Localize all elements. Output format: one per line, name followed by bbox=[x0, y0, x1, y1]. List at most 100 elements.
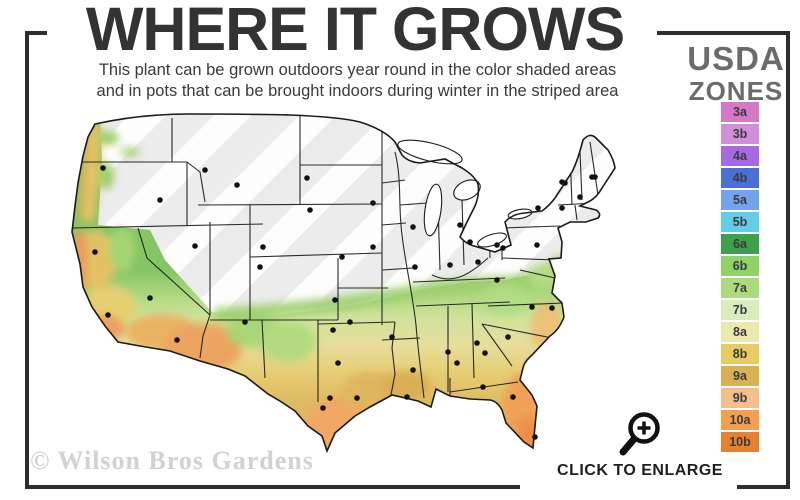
city-dot bbox=[100, 165, 106, 171]
city-dot bbox=[467, 239, 473, 245]
usda-zone-legend: 3a 3b 4a 4b 5a 5b 6a 6b 7a 7b 8a 8b 9a 9b 10a 10b bbox=[721, 102, 759, 454]
zone-swatch-10a: 10a bbox=[721, 410, 759, 430]
appalachian-green bbox=[479, 284, 531, 316]
puget-green bbox=[97, 131, 119, 145]
zone-swatch-5a: 5a bbox=[721, 190, 759, 210]
city-dot bbox=[412, 264, 418, 270]
city-dot bbox=[529, 304, 535, 310]
us-outline-stroke bbox=[71, 113, 616, 454]
great-lakes bbox=[397, 139, 533, 248]
city-dots bbox=[92, 165, 598, 440]
zone-swatch-9a: 9a bbox=[721, 366, 759, 386]
zone-swatch-3b: 3b bbox=[721, 124, 759, 144]
or-valley-green bbox=[98, 162, 114, 190]
zone-swatch-10b: 10b bbox=[721, 432, 759, 452]
city-dot bbox=[174, 337, 180, 343]
city-dot bbox=[304, 175, 310, 181]
lake-erie bbox=[477, 232, 507, 248]
enlarge-label[interactable]: CLICK TO ENLARGE bbox=[557, 462, 723, 479]
zone-swatch-7b: 7b bbox=[721, 300, 759, 320]
city-dot bbox=[404, 394, 410, 400]
zone-swatch-5b: 5b bbox=[721, 212, 759, 232]
city-dot bbox=[534, 242, 540, 248]
city-dot bbox=[260, 244, 266, 250]
socal-coast-orange bbox=[83, 315, 125, 341]
la-gold bbox=[381, 371, 431, 401]
city-dot bbox=[335, 360, 341, 366]
city-dot bbox=[327, 395, 333, 401]
frame-left bbox=[25, 31, 29, 489]
city-dot bbox=[330, 327, 336, 333]
zone-swatch-4b: 4b bbox=[721, 168, 759, 188]
city-dot bbox=[92, 249, 98, 255]
frame-top-left bbox=[25, 31, 47, 35]
city-dot bbox=[202, 167, 208, 173]
city-dot bbox=[592, 174, 598, 180]
city-dot bbox=[192, 243, 198, 249]
city-dot bbox=[475, 259, 481, 265]
city-dot bbox=[157, 197, 163, 203]
legend-title-usda: USDA bbox=[687, 40, 785, 77]
city-dot bbox=[500, 245, 506, 251]
city-dot bbox=[389, 334, 395, 340]
city-dot bbox=[505, 334, 511, 340]
frame-right bbox=[786, 31, 790, 489]
city-dot bbox=[257, 264, 263, 270]
city-dot bbox=[474, 340, 480, 346]
city-dot bbox=[445, 349, 451, 355]
city-dot bbox=[482, 350, 488, 356]
city-dot bbox=[549, 305, 555, 311]
nca-inland-green bbox=[109, 228, 135, 272]
city-dot bbox=[454, 360, 460, 366]
subtitle-line1: This plant can be grown outdoors year ro… bbox=[98, 61, 617, 79]
zone-swatch-9b: 9b bbox=[721, 388, 759, 408]
zone-swatch-4a: 4a bbox=[721, 146, 759, 166]
magnifier-plus-icon[interactable] bbox=[614, 408, 666, 460]
city-dot bbox=[320, 405, 326, 411]
city-dot bbox=[577, 194, 583, 200]
city-dot bbox=[410, 367, 416, 373]
city-dot bbox=[494, 277, 500, 283]
zone-swatch-6a: 6a bbox=[721, 234, 759, 254]
nm-green bbox=[260, 322, 316, 362]
lake-superior bbox=[397, 139, 463, 165]
lake-michigan bbox=[423, 183, 443, 237]
us-zone-map[interactable] bbox=[50, 110, 665, 472]
subtitle: This plant can be grown outdoors year ro… bbox=[55, 60, 660, 102]
city-dot bbox=[339, 254, 345, 260]
city-dot bbox=[234, 182, 240, 188]
click-to-enlarge[interactable]: CLICK TO ENLARGE bbox=[540, 408, 740, 480]
zone-swatch-6b: 6b bbox=[721, 256, 759, 276]
city-dot bbox=[105, 312, 111, 318]
city-dot bbox=[370, 200, 376, 206]
frame-bottom-left bbox=[25, 485, 520, 489]
city-dot bbox=[532, 434, 538, 440]
city-dot bbox=[370, 244, 376, 250]
watermark: © Wilson Bros Gardens bbox=[30, 446, 314, 475]
page-title: WHERE IT GROWS bbox=[85, 0, 625, 63]
frame-bottom-right bbox=[737, 485, 790, 489]
city-dot bbox=[447, 262, 453, 268]
city-dot bbox=[410, 224, 416, 230]
subtitle-line2: and in pots that can be brought indoors … bbox=[96, 82, 619, 100]
wa-cascades-green bbox=[120, 147, 140, 157]
state-borders bbox=[72, 116, 599, 402]
city-dot bbox=[510, 394, 516, 400]
city-dot bbox=[332, 297, 338, 303]
zone-swatch-7a: 7a bbox=[721, 278, 759, 298]
city-dot bbox=[559, 205, 565, 211]
city-dot bbox=[242, 319, 248, 325]
zone-swatch-3a: 3a bbox=[721, 102, 759, 122]
city-dot bbox=[494, 242, 500, 248]
city-dot bbox=[562, 180, 568, 186]
legend-title-zones: ZONES bbox=[688, 76, 784, 106]
frame-top-right bbox=[657, 31, 790, 35]
city-dot bbox=[147, 295, 153, 301]
legend-title: USDA ZONES bbox=[676, 42, 796, 104]
city-dot bbox=[480, 384, 486, 390]
city-dot bbox=[535, 205, 541, 211]
zone-swatch-8b: 8b bbox=[721, 344, 759, 364]
city-dot bbox=[354, 395, 360, 401]
city-dot bbox=[457, 222, 463, 228]
